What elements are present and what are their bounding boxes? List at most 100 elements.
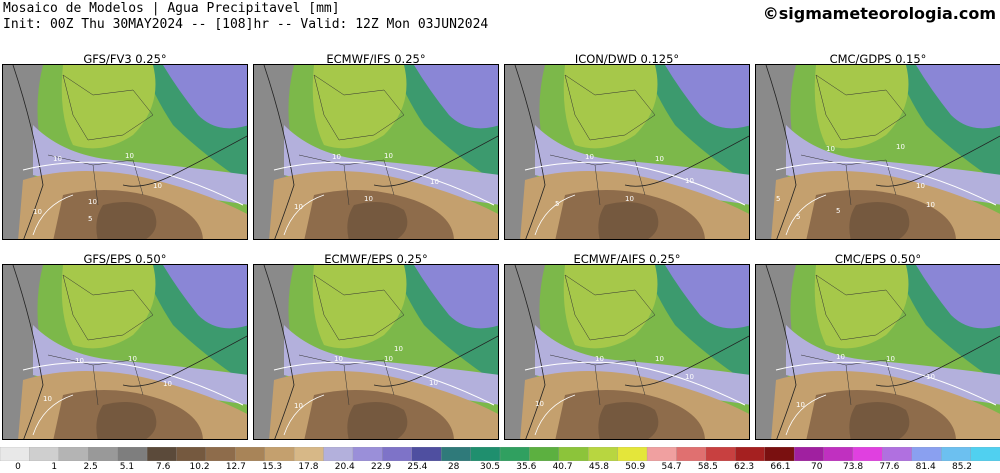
colorbar-swatch <box>323 447 354 461</box>
contour-label: 10 <box>916 182 925 190</box>
contour-label: 10 <box>384 355 393 363</box>
contour-label: 10 <box>655 155 664 163</box>
colorbar-swatch <box>293 447 325 461</box>
contour-label: 10 <box>43 395 52 403</box>
contour-label: 10 <box>294 402 303 410</box>
model-map-panel: 10 10 10 10 <box>504 264 750 440</box>
contour-label: 10 <box>826 145 835 153</box>
colorbar-swatch <box>205 447 236 461</box>
contour-label: 10 <box>334 355 343 363</box>
contour-label: 10 <box>896 143 905 151</box>
colorbar-swatch <box>0 447 31 461</box>
colorbar-swatch <box>882 447 913 461</box>
precipitable-water-map: 10 10 10 10 <box>3 265 247 439</box>
contour-label: 5 <box>88 215 92 223</box>
contour-label: 10 <box>796 401 805 409</box>
colorbar-swatch <box>176 447 207 461</box>
colorbar-tick-label: 5.1 <box>119 462 135 472</box>
colorbar-swatch <box>793 447 825 461</box>
contour-label: 10 <box>585 153 594 161</box>
colorbar-tick-label: 15.3 <box>262 462 283 472</box>
map-title: Mosaico de Modelos | Agua Precipitavel [… <box>3 1 340 16</box>
colorbar-tick-label: 17.8 <box>298 462 319 472</box>
colorbar-tick-label: 54.7 <box>661 462 682 472</box>
colorbar-tick-label: 73.8 <box>843 462 864 472</box>
colorbar-swatch <box>58 447 89 461</box>
contour-label: 10 <box>163 380 172 388</box>
precipitable-water-map: 10 10 10 10 10 5 <box>3 65 247 239</box>
colorbar-tick-label: 28 <box>447 462 460 472</box>
contour-label: 10 <box>685 177 694 185</box>
colorbar-swatch <box>441 447 472 461</box>
contour-label: 10 <box>364 195 373 203</box>
colorbar-tick-label: 2.5 <box>83 462 98 472</box>
panel-title: ICON/DWD 0.125° <box>574 52 680 66</box>
colorbar-swatch <box>499 447 531 461</box>
colorbar-swatch <box>617 447 648 461</box>
colorbar-tick-label: 45.8 <box>588 462 609 472</box>
colorbar-swatch <box>146 447 178 461</box>
colorbar-tick-label: 7.6 <box>156 462 171 472</box>
colorbar-swatch <box>646 447 678 461</box>
colorbar-tick-label: 70 <box>811 462 823 472</box>
panel-title: ECMWF/EPS 0.25° <box>324 252 428 266</box>
colorbar-tick-label: 40.7 <box>552 462 573 472</box>
colorbar-swatch <box>29 447 60 461</box>
colorbar-swatch <box>764 447 795 461</box>
contour-label: 10 <box>53 155 62 163</box>
model-map-panel: 10 10 10 10 10 <box>253 64 499 240</box>
colorbar-swatch <box>735 447 766 461</box>
model-map-panel: 10 10 10 10 <box>2 264 248 440</box>
panel-title: GFS/FV3 0.25° <box>83 52 167 66</box>
contour-label: 10 <box>655 355 664 363</box>
model-map-panel: 10 10 10 10 <box>755 264 1000 440</box>
init-valid-line: Init: 00Z Thu 30MAY2024 -- [108]hr -- Va… <box>3 17 489 32</box>
colorbar-tick-label: 81.4 <box>915 462 936 472</box>
colorbar-swatch <box>911 447 942 461</box>
colorbar-swatch <box>470 447 501 461</box>
colorbar-swatch <box>852 447 884 461</box>
contour-label: 10 <box>88 198 97 206</box>
colorbar-tick-label: 30.5 <box>479 462 501 472</box>
contour-label: 10 <box>595 355 604 363</box>
colorbar-tick-label: 10.2 <box>189 462 210 472</box>
colorbar-tick-label: 20.4 <box>334 462 355 472</box>
colorbar-swatch <box>235 447 266 461</box>
model-map-panel: 10 10 10 10 10 <box>253 264 499 440</box>
colorbar-tick-label: 85.2 <box>951 462 973 472</box>
colorbar-tick-label: 77.6 <box>879 462 900 472</box>
colorbar-swatch <box>588 447 619 461</box>
model-map-panel: 10 10 10 5 5 5 10 <box>755 64 1000 240</box>
contour-label: 10 <box>153 182 162 190</box>
colorbar-tick-label: 22.9 <box>371 462 392 472</box>
colorbar-tick-label: 58.5 <box>697 462 718 472</box>
contour-label: 10 <box>384 152 393 160</box>
panel-title: ECMWF/IFS 0.25° <box>326 52 426 66</box>
colorbar-swatch <box>382 447 413 461</box>
colorbar-swatch <box>411 447 442 461</box>
colorbar-swatch <box>529 447 560 461</box>
contour-label: 10 <box>685 373 694 381</box>
model-map-panel: 10 10 10 10 10 5 <box>2 64 248 240</box>
contour-label: 10 <box>429 379 438 387</box>
contour-label: 10 <box>125 152 134 160</box>
contour-label: 10 <box>926 201 935 209</box>
colorbar-swatch <box>88 447 119 461</box>
panel-title: GFS/EPS 0.50° <box>83 252 167 266</box>
contour-label: 10 <box>394 345 403 353</box>
contour-label: 10 <box>430 178 439 186</box>
contour-label: 10 <box>926 373 935 381</box>
precipitable-water-map: 10 10 10 5 5 5 10 <box>756 65 1000 239</box>
colorbar-tick-label: 0 <box>15 462 21 472</box>
colorbar-tick-label: 12.7 <box>225 462 246 472</box>
colorbar-swatch <box>558 447 589 461</box>
contour-label: 10 <box>294 203 303 211</box>
panel-title: CMC/EPS 0.50° <box>834 252 922 266</box>
precipitable-water-map: 10 10 10 10 <box>505 265 749 439</box>
model-map-panel: 10 10 10 10 5 <box>504 64 750 240</box>
colorbar-tick-label: 35.6 <box>516 462 537 472</box>
colorbar-swatch <box>941 447 972 461</box>
precipitable-water-map: 10 10 10 10 <box>756 265 1000 439</box>
